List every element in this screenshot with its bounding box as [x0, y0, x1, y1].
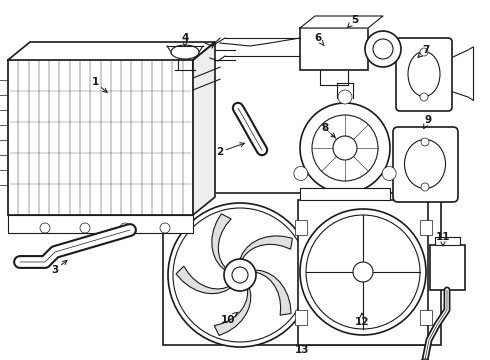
Circle shape	[173, 208, 307, 342]
Text: 9: 9	[424, 115, 432, 129]
Text: 3: 3	[51, 260, 67, 275]
Bar	[300, 28, 368, 70]
Text: 4: 4	[181, 33, 189, 46]
Circle shape	[338, 90, 352, 104]
Ellipse shape	[408, 51, 440, 96]
Bar	[298, 200, 428, 345]
Bar	[435, 237, 460, 245]
Circle shape	[419, 359, 431, 360]
Circle shape	[353, 262, 373, 282]
Bar	[430, 245, 465, 290]
Circle shape	[300, 103, 390, 193]
Polygon shape	[255, 270, 291, 315]
Ellipse shape	[405, 139, 445, 189]
Circle shape	[365, 31, 401, 67]
Circle shape	[224, 259, 256, 291]
Bar	[300, 188, 390, 200]
Circle shape	[168, 203, 312, 347]
FancyBboxPatch shape	[396, 38, 452, 111]
Circle shape	[420, 48, 428, 56]
Text: 2: 2	[217, 143, 245, 157]
Bar	[163, 193, 441, 345]
Bar	[295, 220, 307, 235]
Circle shape	[40, 223, 50, 233]
Circle shape	[312, 115, 378, 181]
Polygon shape	[193, 42, 215, 215]
Circle shape	[294, 166, 308, 180]
Circle shape	[80, 223, 90, 233]
Circle shape	[306, 215, 420, 329]
Text: 7: 7	[418, 45, 430, 57]
Circle shape	[300, 209, 426, 335]
Ellipse shape	[171, 45, 199, 59]
Polygon shape	[176, 266, 231, 294]
Bar	[8, 60, 193, 215]
Circle shape	[120, 223, 130, 233]
Circle shape	[421, 138, 429, 146]
Bar	[295, 310, 307, 325]
Circle shape	[373, 39, 393, 59]
Text: 1: 1	[91, 77, 107, 93]
Polygon shape	[8, 42, 215, 60]
Circle shape	[382, 166, 396, 180]
FancyBboxPatch shape	[393, 127, 458, 202]
Text: 5: 5	[348, 15, 359, 27]
Text: 8: 8	[321, 123, 335, 138]
Text: 12: 12	[355, 313, 369, 327]
Circle shape	[333, 136, 357, 160]
Polygon shape	[240, 236, 293, 259]
Polygon shape	[214, 288, 251, 336]
Circle shape	[232, 267, 248, 283]
Bar	[420, 310, 432, 325]
Text: 13: 13	[295, 345, 309, 355]
Polygon shape	[212, 214, 231, 270]
Text: 6: 6	[315, 33, 324, 46]
Circle shape	[421, 183, 429, 191]
Text: 10: 10	[221, 312, 238, 325]
Circle shape	[420, 93, 428, 101]
Circle shape	[160, 223, 170, 233]
Polygon shape	[300, 16, 383, 28]
Text: 11: 11	[436, 232, 450, 246]
Bar	[8, 215, 193, 233]
Bar	[420, 220, 432, 235]
